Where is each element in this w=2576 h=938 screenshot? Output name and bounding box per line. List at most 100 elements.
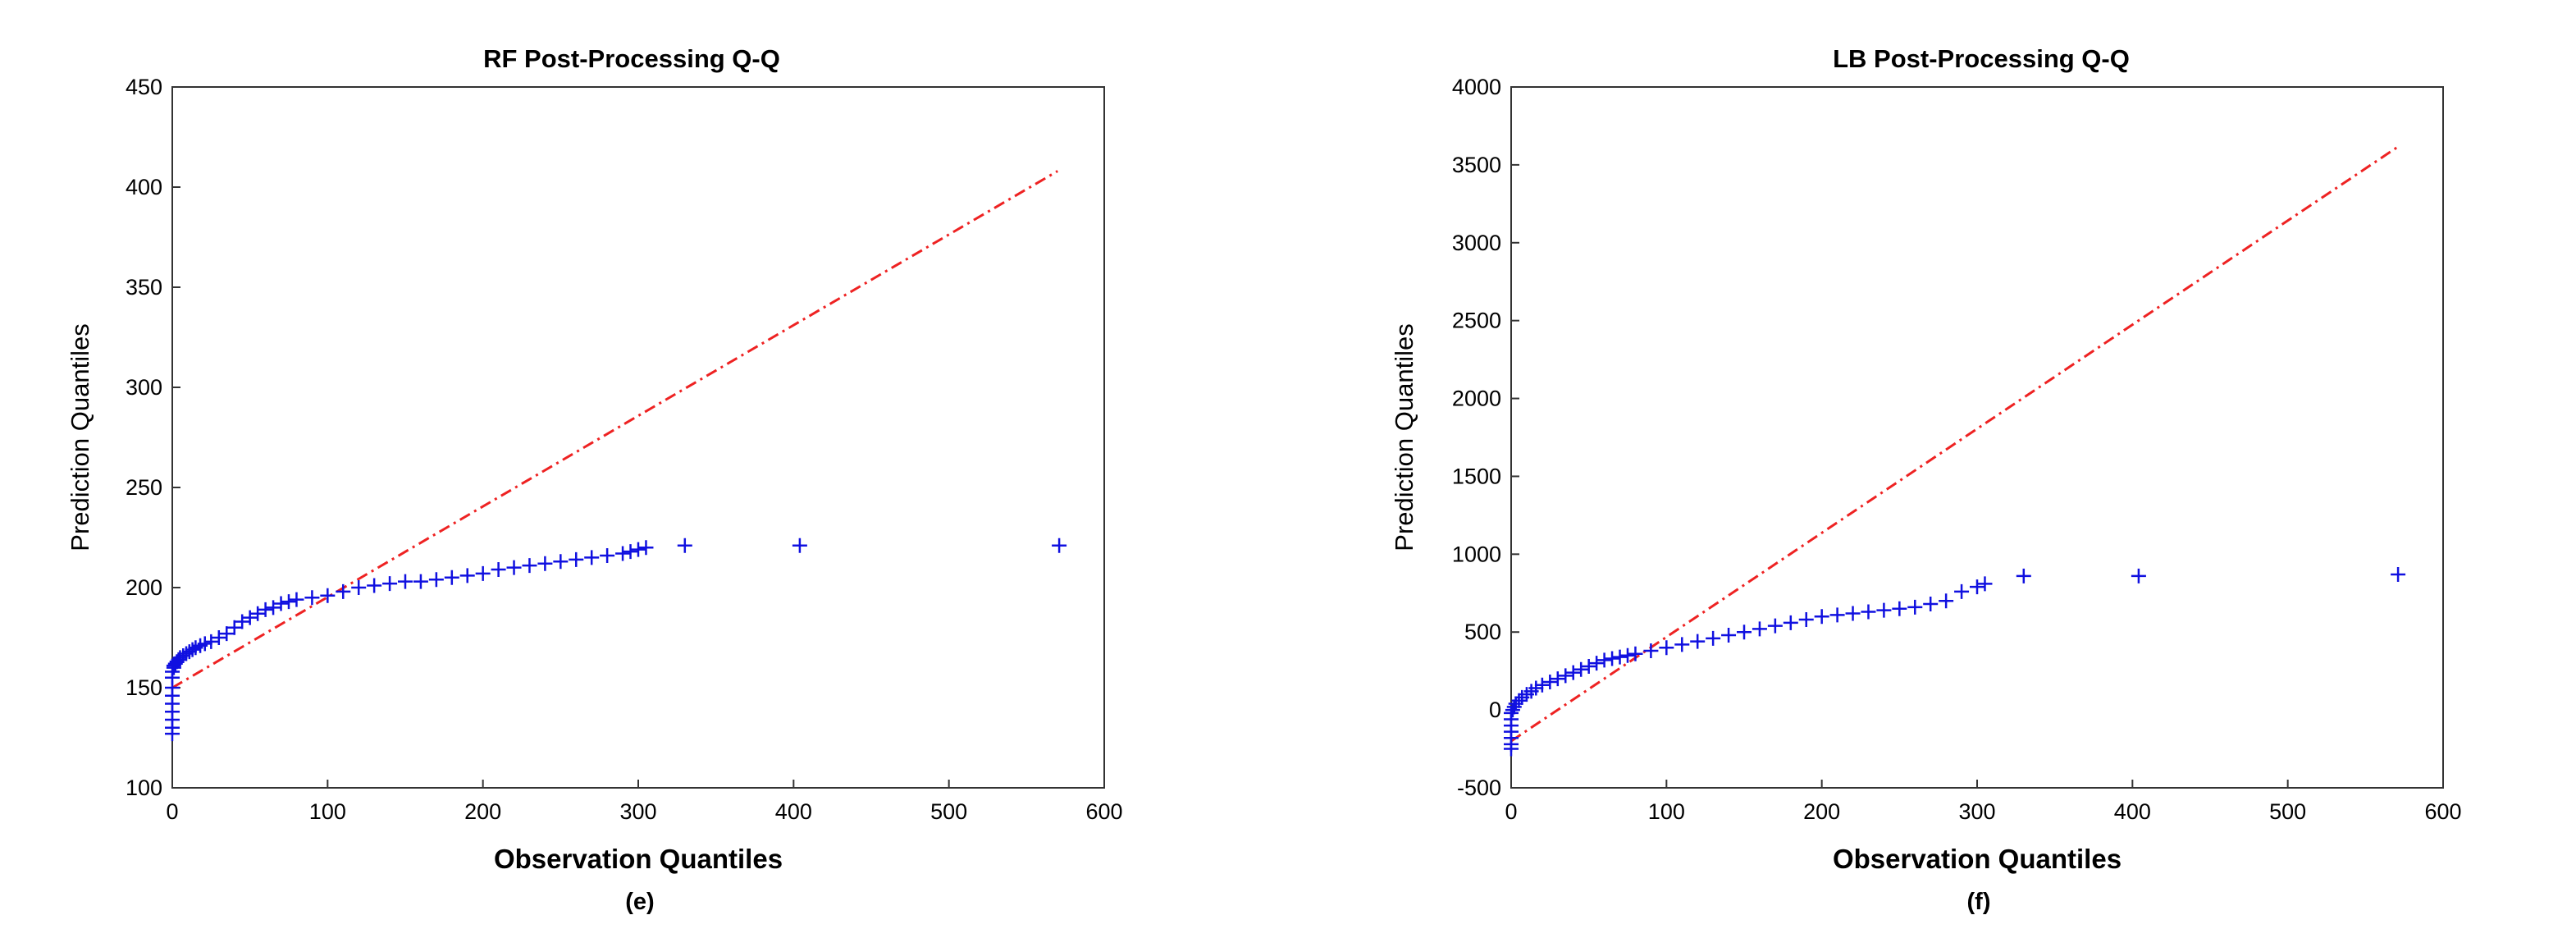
y-axis: -500 0 500 1000 1500 2000 2500 3000 3500 4000 xyxy=(1452,75,1519,800)
data-point xyxy=(1674,637,1690,652)
y-tick-label: 1000 xyxy=(1452,542,1501,566)
data-point xyxy=(1954,583,1970,599)
data-point xyxy=(273,596,289,611)
data-point xyxy=(522,558,537,574)
x-tick-label: 200 xyxy=(464,799,501,824)
data-point xyxy=(1558,668,1573,684)
data-point xyxy=(1596,652,1612,668)
data-point xyxy=(1643,643,1659,658)
y-tick-label: 150 xyxy=(126,675,162,700)
data-point xyxy=(203,634,219,649)
data-point xyxy=(584,550,600,565)
x-axis: 0 100 200 300 400 500 600 xyxy=(1505,780,2462,824)
qq-chart-f: LB Post-Processing Q-Q -5000500100015002… xyxy=(1390,44,2462,915)
data-point xyxy=(1573,661,1589,677)
data-point xyxy=(289,592,304,607)
data-point xyxy=(320,588,336,603)
data-point xyxy=(1581,658,1596,674)
data-point xyxy=(1605,651,1620,666)
data-point xyxy=(266,600,281,615)
data-point xyxy=(1783,615,1798,630)
panel-caption: (e) xyxy=(625,889,654,915)
x-tick-label: 300 xyxy=(1958,799,1995,824)
data-point xyxy=(623,544,638,560)
data-point xyxy=(382,576,398,592)
x-tick-label: 600 xyxy=(1085,799,1122,824)
data-point xyxy=(1550,671,1565,687)
x-axis-label: Observation Quantiles xyxy=(494,844,783,874)
data-point xyxy=(428,572,444,588)
y-tick-label: 500 xyxy=(1464,620,1501,644)
data-point xyxy=(677,538,692,553)
data-point xyxy=(1814,609,1829,625)
data-point xyxy=(615,546,631,561)
y-tick-label: 2000 xyxy=(1452,387,1501,411)
data-point xyxy=(1892,601,1907,616)
x-axis: 0 100 200 300 400 500 600 xyxy=(166,780,1123,824)
data-point xyxy=(444,570,459,585)
data-point xyxy=(197,636,212,652)
data-point xyxy=(1737,625,1752,640)
data-point xyxy=(1589,656,1605,671)
data-point xyxy=(336,583,351,599)
data-point xyxy=(631,542,646,557)
data-point xyxy=(1505,702,1520,718)
y-tick-label: 4000 xyxy=(1452,75,1501,99)
y-tick-label: 400 xyxy=(126,175,162,199)
data-point xyxy=(2391,567,2406,583)
data-point xyxy=(351,580,367,595)
data-point xyxy=(1798,612,1814,628)
data-point xyxy=(258,602,273,617)
data-point xyxy=(1508,696,1523,712)
data-point xyxy=(1845,606,1861,621)
reference-line-segment xyxy=(1510,146,2398,743)
data-point xyxy=(235,614,250,629)
data-point xyxy=(367,578,382,593)
y-tick-label: 100 xyxy=(126,776,162,800)
x-tick-label: 0 xyxy=(1505,799,1517,824)
data-point xyxy=(1542,674,1558,689)
y-tick-label: 3000 xyxy=(1452,231,1501,255)
x-tick-label: 500 xyxy=(930,799,967,824)
data-point xyxy=(459,568,475,583)
data-point xyxy=(2016,568,2031,583)
data-point xyxy=(1767,618,1783,634)
y-tick-label: 3500 xyxy=(1452,153,1501,177)
x-tick-label: 400 xyxy=(775,799,812,824)
chart-title: LB Post-Processing Q-Q xyxy=(1833,44,2130,73)
qq-chart-e: RF Post-Processing Q-Q 100 150 200 250 300 35… xyxy=(66,44,1123,915)
data-points xyxy=(1504,567,2406,757)
data-point xyxy=(1752,621,1767,637)
x-tick-label: 300 xyxy=(619,799,656,824)
y-axis-label: Prediction Quantiles xyxy=(66,323,94,551)
plot-area xyxy=(171,86,1105,789)
data-point xyxy=(600,547,615,563)
reference-line-segment xyxy=(171,170,1058,689)
data-point xyxy=(1659,640,1674,656)
data-point xyxy=(398,574,413,589)
data-point xyxy=(1706,630,1721,646)
data-point xyxy=(413,574,428,589)
data-point xyxy=(792,538,807,553)
x-tick-label: 0 xyxy=(166,799,178,824)
data-point xyxy=(219,626,235,642)
y-tick-label: 1500 xyxy=(1452,464,1501,488)
y-tick-label: 0 xyxy=(1489,698,1501,722)
y-tick-label: 450 xyxy=(126,75,162,99)
data-point xyxy=(1876,602,1892,618)
data-point xyxy=(185,642,200,657)
data-point xyxy=(1565,665,1581,680)
data-point xyxy=(304,590,320,606)
data-point xyxy=(506,560,522,575)
y-tick-label: 200 xyxy=(126,575,162,600)
y-tick-label: -500 xyxy=(1457,776,1501,800)
data-point xyxy=(211,630,226,645)
data-point xyxy=(475,565,491,581)
data-point xyxy=(1970,579,1985,595)
data-point xyxy=(1721,628,1737,643)
data-point xyxy=(1939,593,1954,609)
data-point xyxy=(1923,597,1939,612)
plot-area xyxy=(1510,86,2444,789)
y-tick-label: 350 xyxy=(126,275,162,300)
